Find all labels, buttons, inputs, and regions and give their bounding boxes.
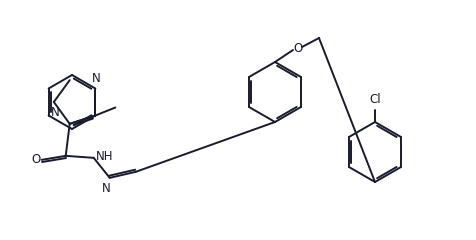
Text: N: N — [92, 72, 101, 84]
Text: O: O — [31, 153, 40, 166]
Text: N: N — [102, 182, 111, 195]
Text: N: N — [50, 106, 59, 119]
Text: Cl: Cl — [369, 93, 381, 106]
Text: O: O — [293, 42, 303, 54]
Text: NH: NH — [96, 150, 113, 163]
